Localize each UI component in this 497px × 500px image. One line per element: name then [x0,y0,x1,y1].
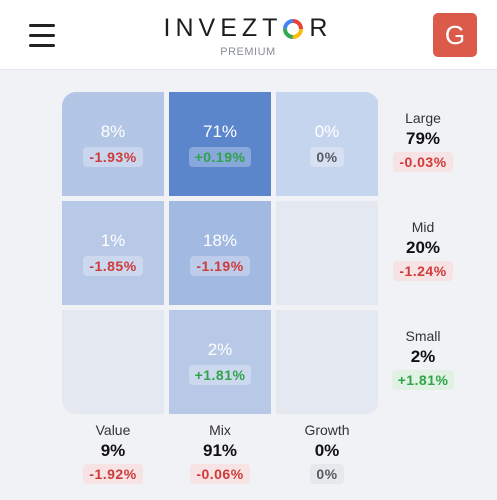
size-summary-large: Large 79% -0.03% [388,110,458,172]
cell-allocation: 0% [314,121,340,141]
grid-cell-mid-mix[interactable]: 18% -1.19% [169,201,271,305]
style-name: Mix [209,422,231,438]
grid-cell-small-growth[interactable] [276,310,378,414]
cell-change: -1.85% [83,255,143,276]
size-allocation: 2% [410,347,436,366]
style-name: Value [95,422,131,438]
grid-cell-large-value[interactable]: 8% -1.93% [62,92,164,196]
cell-allocation: 1% [100,230,126,250]
style-box-grid: 8% -1.93% 71% +0.19% 0% 0% 1% -1.85% 18% -1.19% 2%… [62,92,379,414]
brand-ring-icon [283,18,304,39]
menu-button[interactable] [26,22,58,48]
size-name: Mid [411,219,435,235]
style-allocation: 9% [100,441,126,460]
style-allocation: 91% [202,441,238,460]
size-name: Large [405,110,441,126]
grid-cell-mid-growth[interactable] [276,201,378,305]
cell-allocation: 8% [100,121,126,141]
grid-cell-mid-value[interactable]: 1% -1.85% [62,201,164,305]
cell-allocation: 71% [202,121,238,141]
cell-change: -1.93% [83,146,143,167]
grid-cell-large-mix[interactable]: 71% +0.19% [169,92,271,196]
style-summary-mix: Mix 91% -0.06% [169,422,271,484]
grid-cell-large-growth[interactable]: 0% 0% [276,92,378,196]
cell-change: -1.19% [190,255,250,276]
app-header: INVEZT R PREMIUM G [0,0,497,70]
style-change: -1.92% [83,464,143,484]
size-allocation: 20% [405,238,441,257]
size-summary-mid: Mid 20% -1.24% [388,219,458,281]
brand-wordmark: INVEZT R [164,14,333,43]
brand-logo: INVEZT R PREMIUM [148,14,348,58]
size-summary-small: Small 2% +1.81% [388,328,458,390]
style-name: Growth [304,422,350,438]
grid-cell-small-mix[interactable]: 2% +1.81% [169,310,271,414]
cell-change: +1.81% [188,364,252,385]
style-summary-value: Value 9% -1.92% [62,422,164,484]
style-change: -0.06% [190,464,250,484]
style-summary-growth: Growth 0% 0% [276,422,378,484]
size-name: Small [405,328,441,344]
cell-change: +0.19% [188,146,252,167]
size-change: -1.24% [393,261,453,281]
size-change: -0.03% [393,152,453,172]
grid-cell-small-value[interactable] [62,310,164,414]
cell-allocation: 18% [202,230,238,250]
style-allocation: 0% [314,441,340,460]
user-avatar[interactable]: G [433,13,477,57]
hamburger-icon [29,24,55,27]
brand-subtitle: PREMIUM [220,46,276,58]
size-allocation: 79% [405,129,441,148]
brand-text-end: R [309,14,333,42]
cell-change: 0% [310,146,344,167]
brand-text-start: INVEZT [163,14,283,42]
size-change: +1.81% [391,370,455,390]
cell-allocation: 2% [207,339,233,359]
style-change: 0% [310,464,344,484]
